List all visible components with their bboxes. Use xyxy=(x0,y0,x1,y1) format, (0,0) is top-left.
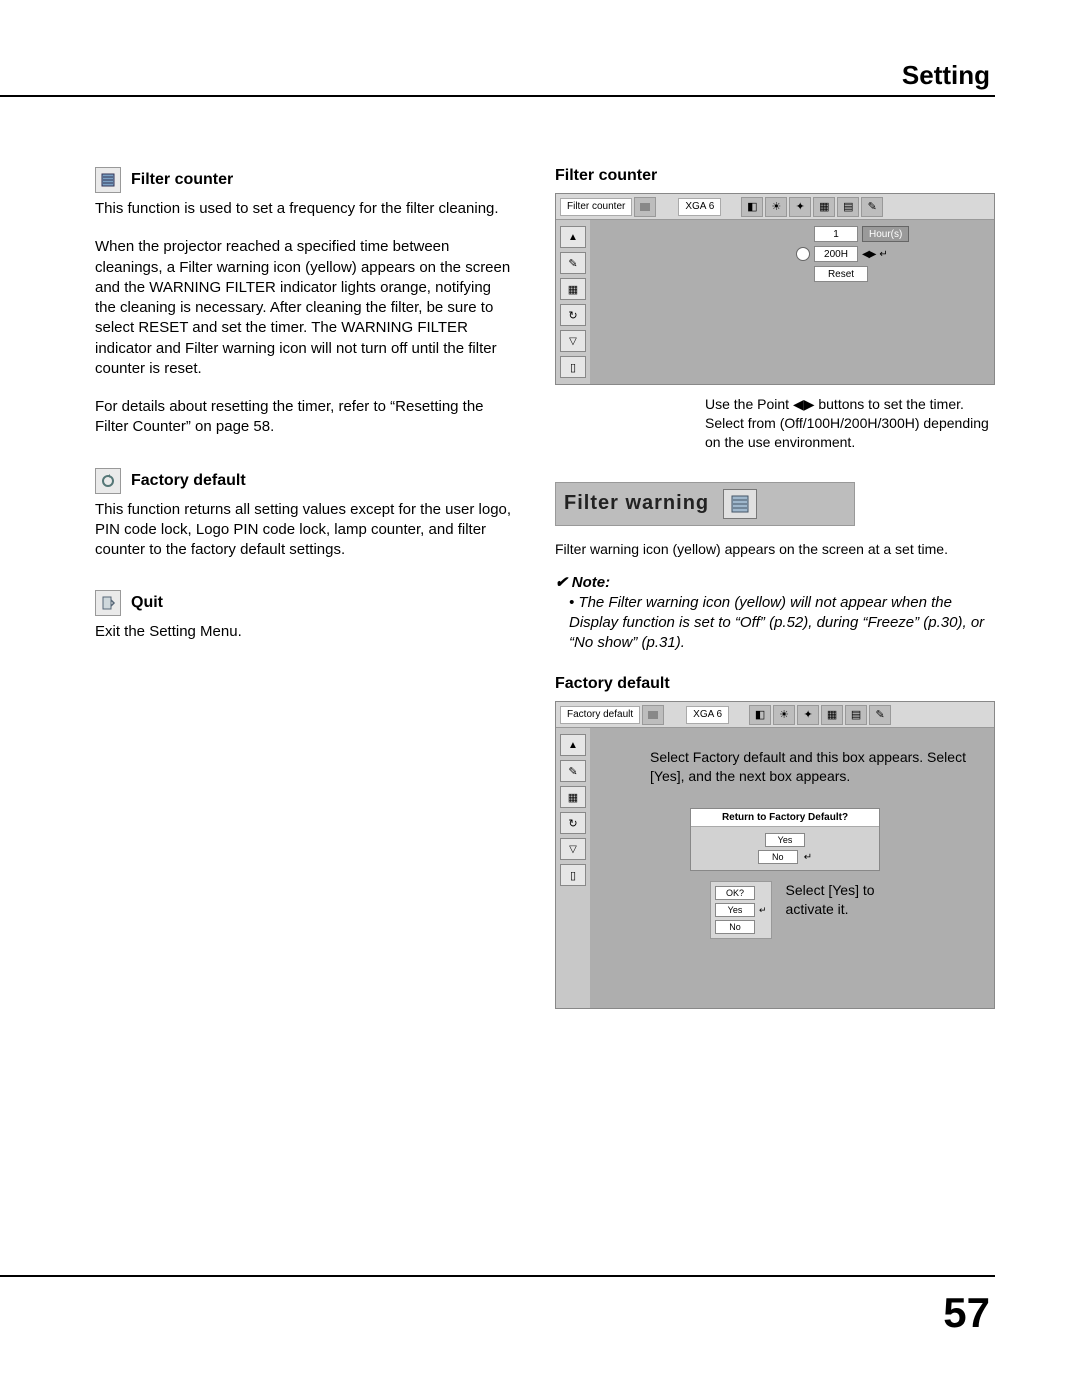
fd-dialog: Return to Factory Default? Yes No ↵ xyxy=(690,808,880,871)
fd-dialog-yes[interactable]: Yes xyxy=(765,833,805,847)
filter-counter-p3: For details about resetting the timer, r… xyxy=(95,397,515,438)
factory-default-osd: Factory default XGA 6 ◧ ☀ ✦ ▦ ▤ ✎ ▲ ✎ xyxy=(555,701,995,1009)
factory-default-heading: Factory default xyxy=(555,675,995,693)
fd-tile-2: ☀ xyxy=(773,705,795,725)
factory-default-icon xyxy=(95,468,121,494)
nav-quit-icon[interactable]: ▯ xyxy=(560,356,586,378)
filter-warning-icon xyxy=(723,489,757,519)
filter-warning-bar: Filter warning xyxy=(555,482,855,526)
footer-rule xyxy=(0,1275,995,1277)
menubar-label: Filter counter xyxy=(560,198,632,216)
fd-nav-2[interactable]: ▦ xyxy=(560,786,586,808)
fd-nav: ▲ ✎ ▦ ↻ ▽ ▯ xyxy=(556,728,590,1008)
nav-item-2[interactable]: ▦ xyxy=(560,278,586,300)
fd-menubar-label: Factory default xyxy=(560,706,640,724)
nav-up-icon[interactable]: ▲ xyxy=(560,226,586,248)
factory-default-title: Factory default xyxy=(131,472,246,490)
fd-mode-label: XGA 6 xyxy=(686,706,729,724)
factory-default-p1: This function returns all setting values… xyxy=(95,500,515,561)
fd-tile-3: ✦ xyxy=(797,705,819,725)
fd-tile-5: ▤ xyxy=(845,705,867,725)
ok-yes[interactable]: Yes xyxy=(715,903,755,917)
filter-counter-osd: Filter counter XGA 6 ◧ ☀ ✦ ▦ ▤ ✎ ▲ ✎ xyxy=(555,193,995,385)
filter-counter-icon xyxy=(95,167,121,193)
header-rule xyxy=(0,95,995,97)
fc-hours-unit: Hour(s) xyxy=(862,226,909,242)
menubar-tile-4: ▦ xyxy=(813,197,835,217)
fd-tile-6: ✎ xyxy=(869,705,891,725)
filter-warning-text: Filter warning xyxy=(564,492,709,515)
ok-no[interactable]: No xyxy=(715,920,755,934)
fw-caption: Filter warning icon (yellow) appears on … xyxy=(555,540,995,559)
fd-nav-3[interactable]: ↻ xyxy=(560,812,586,834)
menubar-tile-6: ✎ xyxy=(861,197,883,217)
mode-label: XGA 6 xyxy=(678,198,721,216)
fd-main: Select Factory default and this box appe… xyxy=(590,728,994,1008)
ok-label: OK? xyxy=(715,886,755,900)
menubar-tile-2: ☀ xyxy=(765,197,787,217)
quit-title: Quit xyxy=(131,594,163,612)
ok-dialog: OK? Yes ↵ No xyxy=(710,881,772,939)
fd-nav-quit[interactable]: ▯ xyxy=(560,864,586,886)
fc-hours-value: 1 xyxy=(814,226,858,242)
osd-nav: ▲ ✎ ▦ ↻ ▽ ▯ xyxy=(556,220,590,384)
fc-arrows[interactable]: ◀▶ xyxy=(862,249,875,260)
fc-reset-button[interactable]: Reset xyxy=(814,266,868,282)
fd-tile-1: ◧ xyxy=(749,705,771,725)
fd-nav-up[interactable]: ▲ xyxy=(560,734,586,756)
filter-counter-heading: Filter counter xyxy=(555,167,995,185)
filter-counter-p2: When the projector reached a specified t… xyxy=(95,237,515,379)
osd-menubar: Filter counter XGA 6 ◧ ☀ ✦ ▦ ▤ ✎ xyxy=(556,194,994,220)
left-column: Filter counter This function is used to … xyxy=(95,167,515,1009)
right-column: Filter counter Filter counter XGA 6 ◧ ☀ … xyxy=(555,167,995,1009)
note-body: • The Filter warning icon (yellow) will … xyxy=(569,593,995,654)
fd-nav-down[interactable]: ▽ xyxy=(560,838,586,860)
menubar-tile-5: ▤ xyxy=(837,197,859,217)
fc-timer-value[interactable]: 200H xyxy=(814,246,858,262)
nav-item-1[interactable]: ✎ xyxy=(560,252,586,274)
nav-item-3[interactable]: ↻ xyxy=(560,304,586,326)
osd-main: 1 Hour(s) 200H ◀▶ ↵ Reset xyxy=(590,220,994,384)
fd-tile-4: ▦ xyxy=(821,705,843,725)
nav-down-icon[interactable]: ▽ xyxy=(560,330,586,352)
fd-dialog-no[interactable]: No xyxy=(758,850,798,864)
fd-nav-1[interactable]: ✎ xyxy=(560,760,586,782)
quit-p1: Exit the Setting Menu. xyxy=(95,622,515,642)
quit-icon xyxy=(95,590,121,616)
fd-tile xyxy=(642,705,664,725)
menubar-tile-1: ◧ xyxy=(741,197,763,217)
clock-icon xyxy=(796,247,810,261)
menubar-tile-3: ✦ xyxy=(789,197,811,217)
filter-counter-p1: This function is used to set a frequency… xyxy=(95,199,515,219)
fd-caption2: Select [Yes] to activate it. xyxy=(786,881,906,919)
note-label: ✔ Note: xyxy=(555,573,995,591)
page-number: 57 xyxy=(943,1289,990,1337)
section-header: Setting xyxy=(95,60,995,91)
filter-counter-title: Filter counter xyxy=(131,171,233,189)
fd-caption1: Select Factory default and this box appe… xyxy=(650,748,976,786)
menubar-tile xyxy=(634,197,656,217)
fd-dialog-title: Return to Factory Default? xyxy=(691,809,879,827)
fd-menubar: Factory default XGA 6 ◧ ☀ ✦ ▦ ▤ ✎ xyxy=(556,702,994,728)
fc-caption: Use the Point ◀▶ buttons to set the time… xyxy=(705,395,995,452)
